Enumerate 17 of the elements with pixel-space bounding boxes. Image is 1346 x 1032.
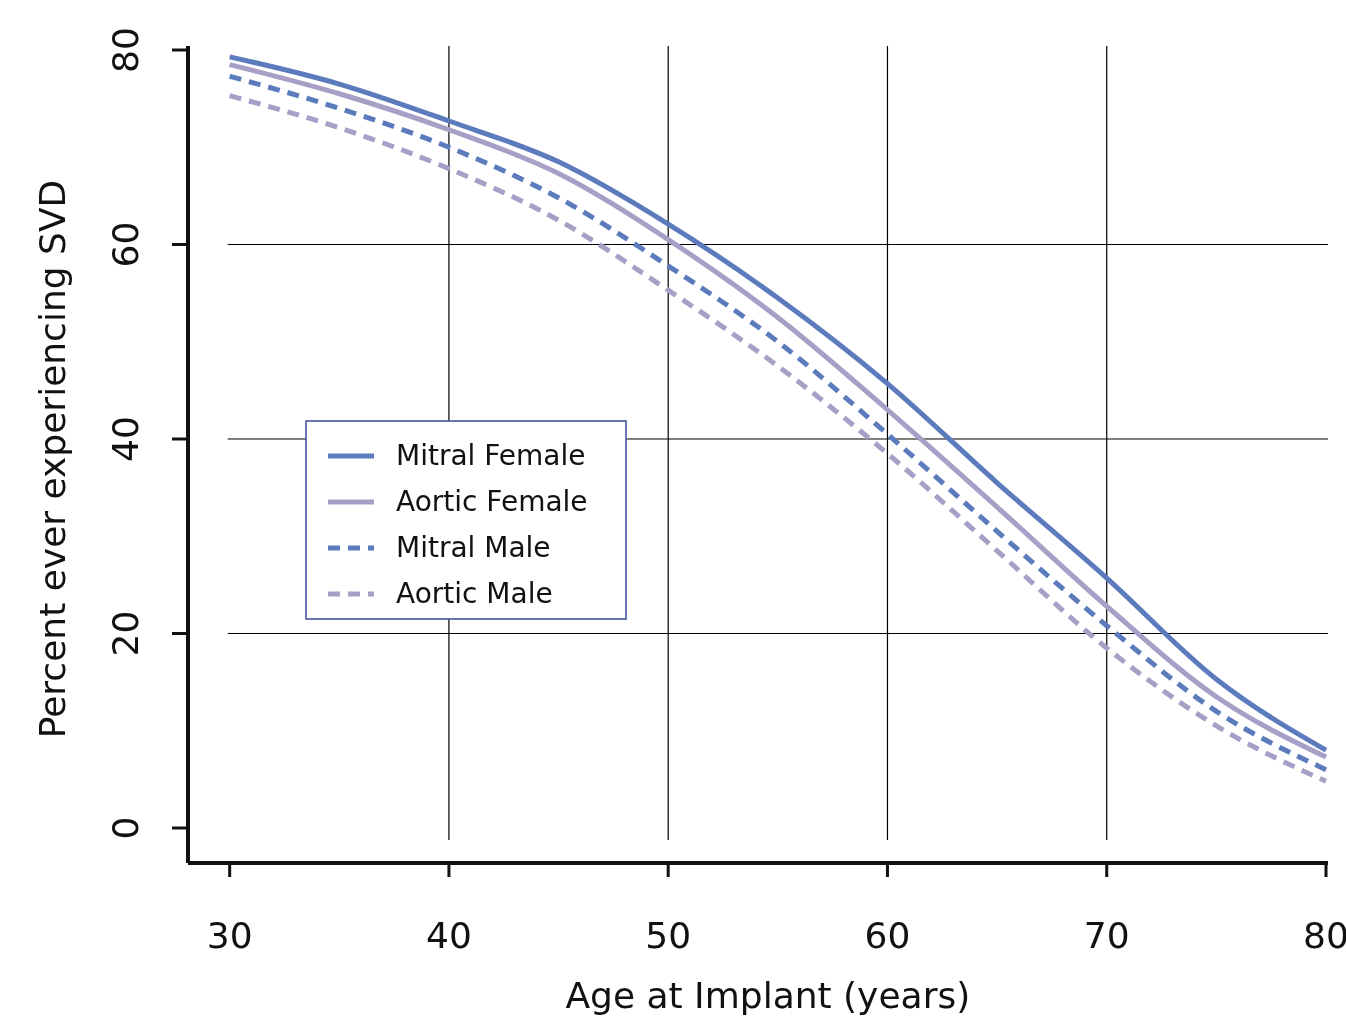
x-tick-label: 40 — [426, 915, 472, 956]
legend-label: Mitral Female — [396, 439, 586, 472]
x-tick-label: 70 — [1083, 915, 1130, 956]
y-tick-label: 40 — [105, 416, 146, 462]
x-axis-title: Age at Implant (years) — [565, 975, 971, 1016]
y-tick-label: 80 — [105, 27, 146, 73]
x-tick-label: 80 — [1303, 915, 1346, 956]
y-tick-label: 20 — [105, 610, 146, 657]
x-tick-label: 60 — [864, 915, 911, 956]
legend-label: Aortic Female — [396, 485, 588, 518]
y-tick-label: 60 — [105, 221, 146, 268]
y-axis-title: Percent ever experiencing SVD — [32, 179, 73, 739]
y-tick-label: 0 — [105, 816, 146, 840]
legend-label: Mitral Male — [396, 531, 551, 564]
x-tick-label: 30 — [206, 915, 253, 956]
x-tick-label: 50 — [645, 915, 692, 956]
legend-label: Aortic Male — [396, 577, 553, 610]
